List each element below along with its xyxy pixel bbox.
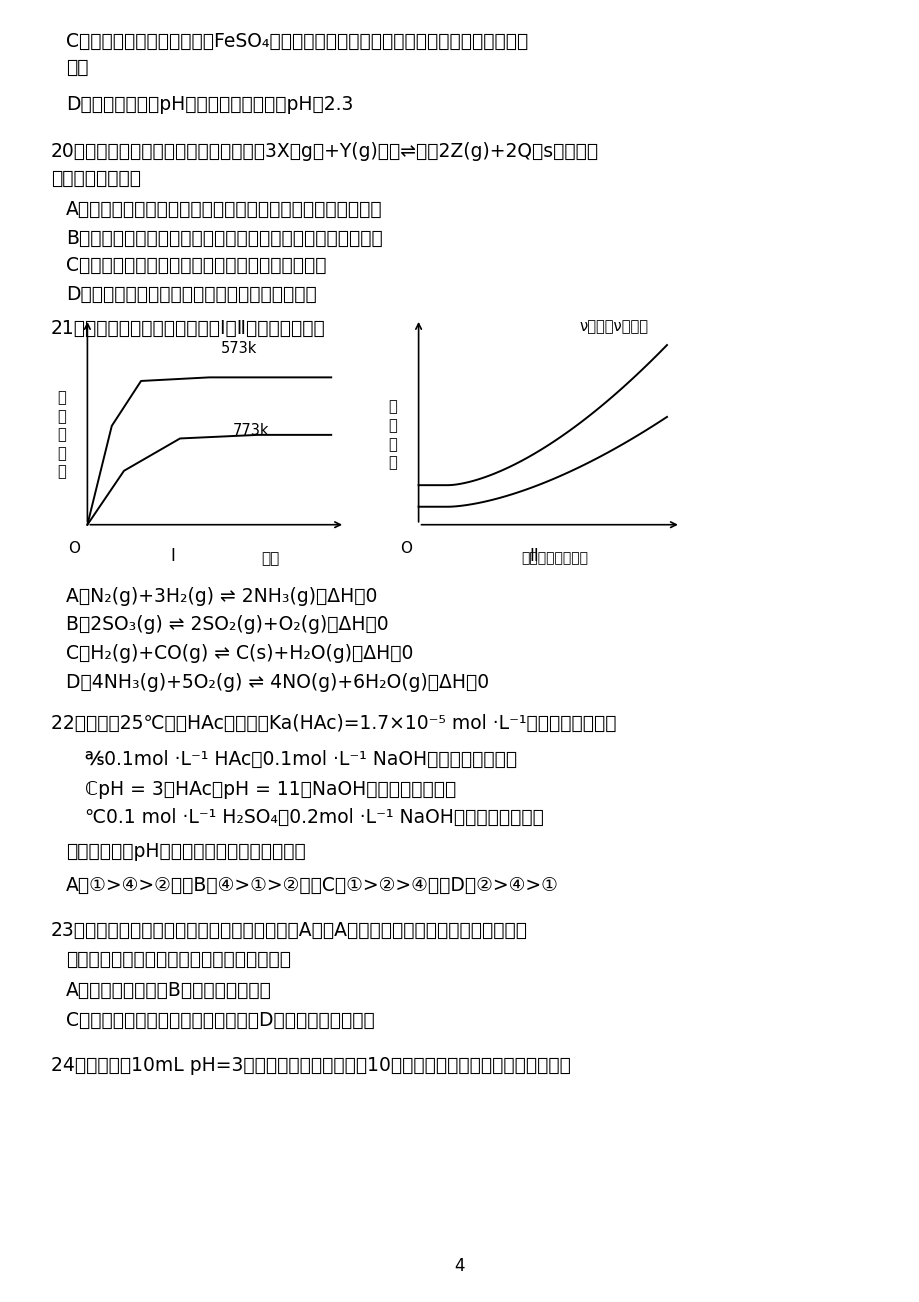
Text: 时间: 时间 xyxy=(261,551,279,566)
Text: ℁0.1mol ·L⁻¹ HAc与0.1mol ·L⁻¹ NaOH溶液等体积混合液: ℁0.1mol ·L⁻¹ HAc与0.1mol ·L⁻¹ NaOH溶液等体积混合… xyxy=(85,750,516,768)
Text: C．阴极产物是铝和氧气　　　　　　D．阳极产物只有氯气: C．阴极产物是铝和氧气 D．阳极产物只有氯气 xyxy=(66,1012,375,1030)
Text: 22．已知：25℃时，HAc为弱酸，Ka(HAc)=1.7×10⁻⁵ mol ·L⁻¹。现有如下溶液：: 22．已知：25℃时，HAc为弱酸，Ka(HAc)=1.7×10⁻⁵ mol ·… xyxy=(51,715,616,733)
Text: A．N₂(g)+3H₂(g) ⇌ 2NH₃(g)　ΔH＜0: A．N₂(g)+3H₂(g) ⇌ 2NH₃(g) ΔH＜0 xyxy=(66,587,377,605)
Text: C．配制硫酸亚铁溶液时，将FeSO₄固体溶解在稀硫酸中并加人少量铁，再加水进行有关: C．配制硫酸亚铁溶液时，将FeSO₄固体溶解在稀硫酸中并加人少量铁，再加水进行有… xyxy=(66,33,528,51)
Text: 21．下列反应中，同时符合图像Ⅰ和Ⅱ的是（　　　）: 21．下列反应中，同时符合图像Ⅰ和Ⅱ的是（ ） xyxy=(51,319,325,337)
Text: 573k: 573k xyxy=(221,341,257,357)
Text: A．阴极产物是氢气B．阳极产物是氧气: A．阴极产物是氢气B．阳极产物是氧气 xyxy=(66,982,272,1000)
Text: O: O xyxy=(68,540,81,556)
Text: 24．室温下向10mL pH=3的醋酸溶液中加入水稀释10倍后，下列说法正确的是（　　　）: 24．室温下向10mL pH=3的醋酸溶液中加入水稀释10倍后，下列说法正确的是… xyxy=(51,1056,570,1074)
Text: （温度固定）压强: （温度固定）压强 xyxy=(521,552,588,565)
Text: 下列有关电极产物的判断正确的是（　　　）: 下列有关电极产物的判断正确的是（ ） xyxy=(66,950,291,969)
Text: 773k: 773k xyxy=(233,423,269,439)
Text: II: II xyxy=(528,547,539,565)
Text: D．某学生用广泛pH试纸测得某稀盐酸的pH为2.3: D．某学生用广泛pH试纸测得某稀盐酸的pH为2.3 xyxy=(66,95,353,113)
Text: 反
应
速
率: 反 应 速 率 xyxy=(388,400,397,470)
Text: ν（逆）ν（正）: ν（逆）ν（正） xyxy=(579,319,648,335)
Text: 4: 4 xyxy=(454,1256,465,1275)
Text: D．正、逆反应速率都没有变化，平衡不发生移动: D．正、逆反应速率都没有变化，平衡不发生移动 xyxy=(66,285,317,303)
Text: 操作: 操作 xyxy=(66,59,88,77)
Text: D．4NH₃(g)+5O₂(g) ⇌ 4NO(g)+6H₂O(g)　ΔH＜0: D．4NH₃(g)+5O₂(g) ⇌ 4NO(g)+6H₂O(g) ΔH＜0 xyxy=(66,673,489,691)
Text: C．H₂(g)+CO(g) ⇌ C(s)+H₂O(g)　ΔH＞0: C．H₂(g)+CO(g) ⇌ C(s)+H₂O(g) ΔH＞0 xyxy=(66,644,414,663)
Text: ℃0.1 mol ·L⁻¹ H₂SO₄与0.2mol ·L⁻¹ NaOH溶液等体积混合液: ℃0.1 mol ·L⁻¹ H₂SO₄与0.2mol ·L⁻¹ NaOH溶液等体… xyxy=(85,809,543,827)
Text: B．正反应速率减小，逆反应速率增大，平衡向逆反应方向移动: B．正反应速率减小，逆反应速率增大，平衡向逆反应方向移动 xyxy=(66,229,382,247)
Text: 影响是　（　　）: 影响是 （ ） xyxy=(51,169,141,187)
Text: A．正反应速率增大，逆反应速率减小，平衡向正反应方向移动: A．正反应速率增大，逆反应速率减小，平衡向正反应方向移动 xyxy=(66,201,382,219)
Text: ℂpH = 3的HAc与pH = 11的NaOH溶液等体积混合液: ℂpH = 3的HAc与pH = 11的NaOH溶液等体积混合液 xyxy=(85,780,456,798)
Text: 20．增大压强，对已达到平衡的下列反应3X（g）+Y(g)　　⇌　　2Z(g)+2Q（s）产生的: 20．增大压强，对已达到平衡的下列反应3X（g）+Y(g) ⇌ 2Z(g)+2Q… xyxy=(51,142,598,160)
Text: 23．将氯化铝溶液蒸干并灼烧后得到纯净的固体A，将A在高温下熔融后用铂电极进行电解，: 23．将氯化铝溶液蒸干并灼烧后得到纯净的固体A，将A在高温下熔融后用铂电极进行电… xyxy=(51,922,527,940)
Text: O: O xyxy=(399,540,412,556)
Text: C．正、逆反应速率都增大，平衡向正反应方向移动: C．正、逆反应速率都增大，平衡向正反应方向移动 xyxy=(66,256,326,275)
Text: A．①>④>②　　B．④>①>②　　C．①>②>④　　D．②>④>①: A．①>④>② B．④>①>② C．①>②>④ D．②>④>① xyxy=(66,876,559,894)
Text: 常温时，三者pH大小关系正确的是（　　　）: 常温时，三者pH大小关系正确的是（ ） xyxy=(66,842,306,861)
Text: I: I xyxy=(170,547,175,565)
Text: 生
成
物
浓
度: 生 成 物 浓 度 xyxy=(57,391,66,479)
Text: B．2SO₃(g) ⇌ 2SO₂(g)+O₂(g)　ΔH＞0: B．2SO₃(g) ⇌ 2SO₂(g)+O₂(g) ΔH＞0 xyxy=(66,616,389,634)
